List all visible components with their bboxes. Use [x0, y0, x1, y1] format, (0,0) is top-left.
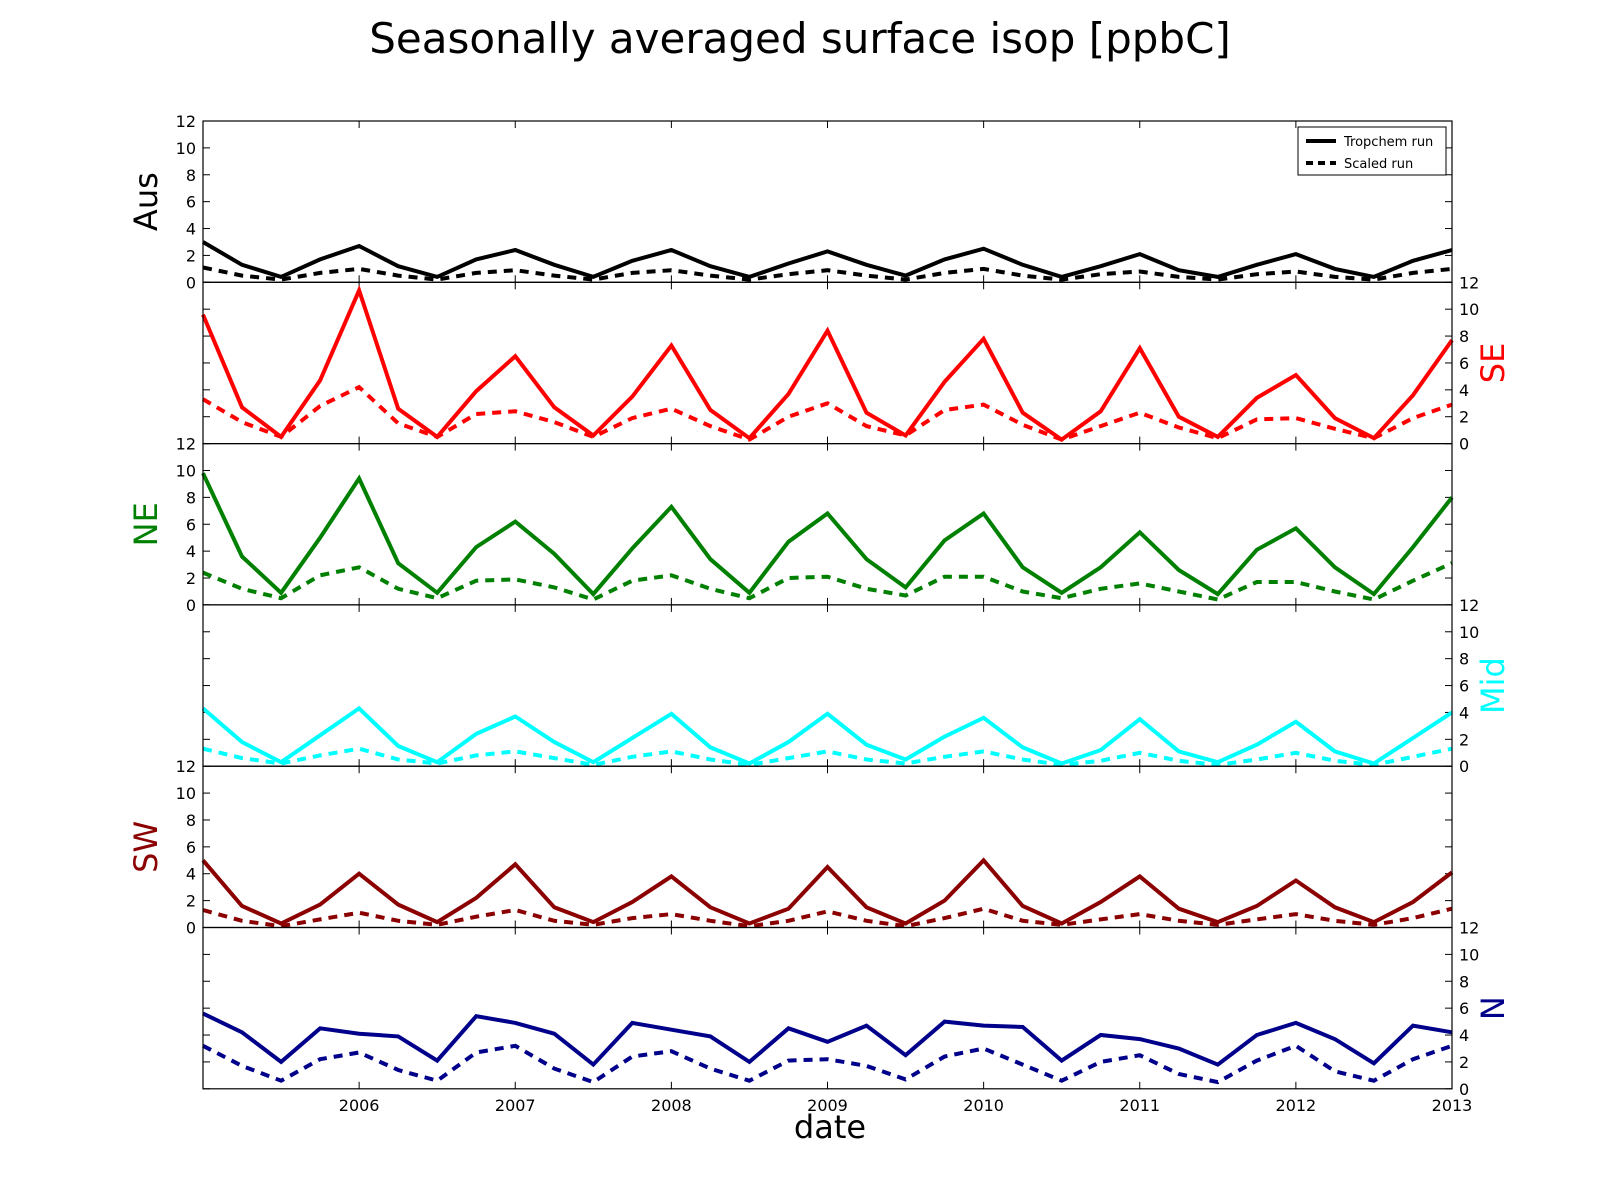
panel-ne-ytick-label: 6	[186, 515, 196, 534]
panel-se-ytick-label: 4	[1459, 381, 1469, 400]
panel-ne-region-label: NE	[127, 502, 165, 546]
panel-se-ytick-label: 6	[1459, 354, 1469, 373]
panel-sw-series-tropchem	[201, 857, 1454, 926]
panel-mid-ytick-label: 6	[1459, 677, 1469, 696]
panel-ne-ytick-label: 0	[186, 596, 196, 615]
panel-aus-ytick-label: 2	[186, 246, 196, 265]
x-tick-label: 2008	[651, 1096, 692, 1115]
panel-sw-ytick-label: 12	[176, 757, 196, 776]
legend-label-scaled: Scaled run	[1344, 157, 1413, 172]
panel-se-ytick-label: 2	[1459, 408, 1469, 427]
panel-mid-ytick-label: 10	[1459, 623, 1479, 642]
panel-aus-series-scaled	[202, 265, 1453, 282]
panel-mid-ytick-label: 4	[1459, 703, 1469, 722]
panel-n-ytick-label: 12	[1459, 919, 1479, 938]
x-tick-label: 2007	[495, 1096, 536, 1115]
panel-n-ytick-label: 2	[1459, 1053, 1469, 1072]
panel-mid-region-label: Mid	[1474, 657, 1512, 714]
panel-sw-ytick-label: 0	[186, 919, 196, 938]
panel-n-region-label: N	[1474, 996, 1512, 1020]
panel-n-ytick-label: 10	[1459, 945, 1479, 964]
panel-mid-ytick-label: 2	[1459, 730, 1469, 749]
panel-se-ytick-label: 8	[1459, 327, 1469, 346]
panel-n-ytick-label: 8	[1459, 972, 1469, 991]
panel-sw-ytick-label: 10	[176, 784, 196, 803]
panel-se-region-label: SE	[1474, 343, 1512, 384]
panel-ne-ytick-label: 4	[186, 542, 196, 561]
panel-aus-ytick-label: 4	[186, 220, 196, 239]
x-tick-label: 2012	[1276, 1096, 1317, 1115]
panel-mid-series-tropchem	[201, 705, 1454, 766]
panel-n-ytick-label: 6	[1459, 999, 1469, 1018]
panel-n-series-scaled	[202, 1043, 1453, 1085]
x-tick-label: 2010	[963, 1096, 1004, 1115]
panel-ne-ytick-label: 10	[176, 461, 196, 480]
panel-mid-ytick-label: 0	[1459, 757, 1469, 776]
panel-aus-ytick-label: 12	[176, 112, 196, 131]
panel-ne-series-tropchem	[201, 472, 1454, 598]
x-tick-label: 2011	[1119, 1096, 1160, 1115]
panel-aus-ytick-label: 0	[186, 273, 196, 292]
panel-ne-ytick-label: 2	[186, 569, 196, 588]
x-tick-label: 2013	[1432, 1096, 1473, 1115]
panel-ne-frame	[202, 443, 1453, 606]
x-axis-label: date	[793, 1108, 867, 1146]
panel-ne-ytick-label: 12	[176, 435, 196, 454]
panel-sw-region-label: SW	[127, 821, 165, 873]
panel-n-frame	[202, 926, 1453, 1090]
x-tick-label: 2009	[807, 1096, 848, 1115]
panel-aus-series-tropchem	[201, 240, 1453, 280]
panel-sw-frame	[202, 765, 1453, 929]
panel-mid-ytick-label: 12	[1459, 596, 1479, 615]
panel-se-ytick-label: 0	[1459, 435, 1469, 454]
panel-aus-ytick-label: 6	[186, 193, 196, 212]
panel-se-series-tropchem	[201, 284, 1454, 443]
panel-n-ytick-label: 4	[1459, 1026, 1469, 1045]
legend-box	[1297, 126, 1447, 176]
chart-title: Seasonally averaged surface isop [ppbC]	[369, 14, 1231, 63]
panel-sw-series-scaled	[202, 906, 1453, 929]
legend-label-tropchem: Tropchem run	[1343, 135, 1433, 150]
panel-n-ytick-label: 0	[1459, 1080, 1469, 1099]
panel-sw-ytick-label: 8	[186, 811, 196, 830]
panel-sw-ytick-label: 6	[186, 838, 196, 857]
panel-n-series-tropchem	[202, 1011, 1453, 1068]
panel-aus-frame	[202, 120, 1453, 283]
panel-sw-ytick-label: 4	[186, 865, 196, 884]
panel-sw-ytick-label: 2	[186, 892, 196, 911]
x-tick-label: 2006	[339, 1096, 380, 1115]
panel-mid-ytick-label: 8	[1459, 650, 1469, 669]
panel-mid-series-scaled	[202, 746, 1453, 767]
panel-se-series-scaled	[201, 384, 1453, 442]
panel-aus-ytick-label: 10	[176, 139, 196, 158]
panel-se-ytick-label: 10	[1459, 300, 1479, 319]
panel-aus-region-label: Aus	[127, 172, 165, 231]
panel-aus-ytick-label: 8	[186, 166, 196, 185]
panel-ne-ytick-label: 8	[186, 488, 196, 507]
panel-se-ytick-label: 12	[1459, 273, 1479, 292]
panel-ne-series-scaled	[202, 561, 1453, 602]
